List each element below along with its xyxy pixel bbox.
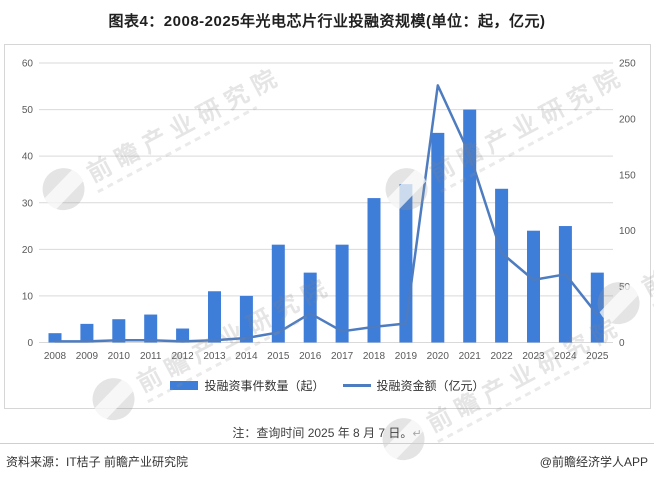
- x-axis-label: 2018: [363, 351, 386, 362]
- note-text: 注：查询时间 2025 年 8 月 7 日。: [232, 426, 413, 440]
- x-axis-label: 2012: [171, 351, 194, 362]
- bar-2011: [144, 314, 158, 343]
- page-title: 图表4：2008-2025年光电芯片行业投融资规模(单位：起，亿元): [108, 13, 546, 30]
- bar-2013: [208, 291, 221, 343]
- right-axis-tick-label: 200: [619, 114, 636, 125]
- credit-label: @前瞻经济学人APP: [539, 455, 648, 469]
- left-axis-tick-label: 0: [27, 338, 33, 349]
- note-row: 注：查询时间 2025 年 8 月 7 日。↵: [0, 424, 654, 441]
- x-axis-label: 2024: [554, 351, 577, 362]
- legend-label: 投融资金额（亿元）: [376, 379, 485, 393]
- x-axis-label: 2008: [44, 351, 67, 362]
- bar-series-swatch-icon: [170, 381, 199, 390]
- bar-2018: [367, 198, 381, 343]
- bar-2012: [176, 328, 190, 343]
- legend-label: 投融资事件数量（起）: [204, 379, 325, 393]
- x-axis-label: 2021: [459, 351, 482, 362]
- x-axis-label: 2025: [586, 351, 609, 362]
- x-axis-label: 2019: [395, 351, 418, 362]
- right-axis-tick-label: 250: [619, 59, 636, 70]
- return-mark-icon: ↵: [412, 428, 422, 440]
- x-axis-label: 2023: [522, 351, 545, 362]
- x-axis-label: 2020: [427, 351, 450, 362]
- bar-2015: [271, 244, 285, 343]
- divider: [0, 443, 654, 444]
- x-axis-label: 2013: [203, 351, 226, 362]
- x-axis-label: 2017: [331, 351, 354, 362]
- right-axis-tick-label: 150: [619, 170, 636, 181]
- bar-2023: [527, 230, 540, 343]
- bar-2025: [590, 272, 604, 343]
- left-axis-tick-label: 50: [22, 105, 34, 116]
- bar-2017: [335, 244, 349, 343]
- bar-2008: [48, 333, 62, 343]
- x-axis-label: 2010: [108, 351, 131, 362]
- source-label: 资料来源：IT桔子 前瞻产业研究院: [6, 455, 188, 469]
- bar-2024: [558, 226, 572, 343]
- left-axis-tick-label: 40: [22, 152, 34, 163]
- x-axis-label: 2011: [140, 351, 162, 362]
- line-series-path: [53, 84, 599, 343]
- legend-item-bar-series: 投融资事件数量（起）: [170, 377, 325, 394]
- right-axis-tick-label: 0: [619, 338, 625, 349]
- chart-legend: 投融资事件数量（起） 投融资金额（亿元）: [5, 377, 650, 394]
- x-axis-label: 2016: [299, 351, 322, 362]
- combo-chart: 0 10 20 30 40 50 60 0 50 100 150 200 250 2008 2009 2010…: [22, 59, 636, 363]
- left-axis-tick-label: 10: [22, 291, 34, 302]
- legend-item-line-series: 投融资金额（亿元）: [342, 377, 485, 394]
- bar-2009: [80, 323, 94, 343]
- bar-2010: [112, 319, 126, 343]
- line-series-swatch-icon: [342, 384, 371, 387]
- x-axis-label: 2015: [267, 351, 290, 362]
- chart-area: 0 10 20 30 40 50 60 0 50 100 150 200 250 2008 2009 2010…: [4, 44, 651, 409]
- source-row: 资料来源：IT桔子 前瞻产业研究院 @前瞻经济学人APP: [0, 450, 654, 472]
- x-axis-label: 2022: [490, 351, 513, 362]
- x-axis-label: 2009: [76, 351, 99, 362]
- bar-2020: [431, 132, 445, 343]
- left-axis-tick-label: 20: [22, 245, 34, 256]
- bar-2016: [303, 272, 317, 343]
- left-axis-tick-label: 60: [22, 59, 34, 70]
- x-axis-label: 2014: [235, 351, 258, 362]
- bar-2022: [495, 188, 509, 343]
- right-axis-tick-label: 50: [619, 282, 631, 293]
- bar-2014: [239, 295, 253, 343]
- left-axis-tick-label: 30: [22, 198, 34, 209]
- right-axis-tick-label: 100: [619, 226, 636, 237]
